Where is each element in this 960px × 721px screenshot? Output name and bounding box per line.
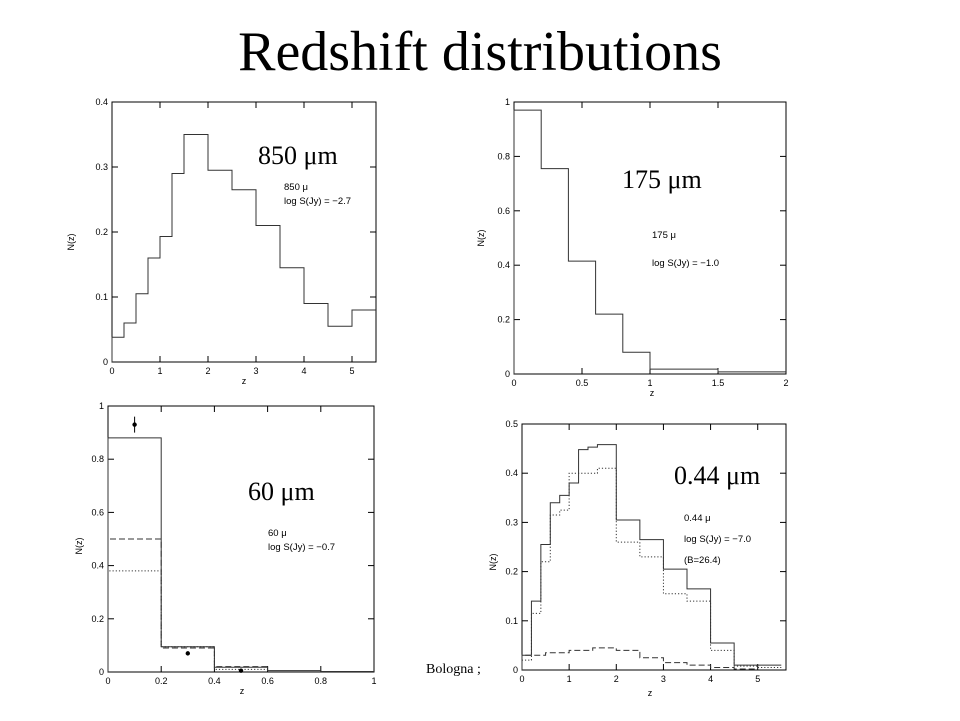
data-point: [238, 668, 244, 673]
x-tick-label: 2: [205, 366, 210, 376]
annotation-text: 60 μ: [268, 528, 287, 539]
wavelength-label: 60 μm: [248, 477, 315, 506]
y-tick-label: 0: [513, 665, 518, 675]
x-tick-label: 0.4: [208, 676, 221, 686]
y-tick-label: 0: [505, 369, 510, 379]
histogram-dashed: [521, 647, 758, 670]
data-point: [132, 422, 137, 427]
x-tick-label: 1: [371, 676, 376, 686]
x-tick-label: 1: [157, 366, 162, 376]
y-tick-label: 0.2: [505, 567, 518, 577]
y-tick-label: 0.6: [497, 206, 510, 216]
x-tick-label: 5: [755, 674, 760, 684]
x-tick-label: 0.6: [261, 676, 274, 686]
data-point: [185, 651, 190, 656]
chart-850um: 0 1 2 3 4 5 0 0.1 0.2 0.3 0.4 z N(z) 850 μ log S(Jy) =…: [66, 92, 388, 397]
y-tick-label: 0.1: [505, 616, 518, 626]
histogram-dotted: [521, 467, 782, 670]
y-tick-label: 0.5: [505, 419, 518, 429]
x-axis-label: z: [240, 686, 245, 696]
y-tick-label: 0.4: [497, 260, 510, 270]
histogram-solid: [111, 134, 376, 362]
x-tick-label: 2: [614, 674, 619, 684]
chart-850um-svg: 0 1 2 3 4 5 0 0.1 0.2 0.3 0.4 z N(z) 850 μ log S(Jy) =…: [66, 97, 377, 386]
annotation-text: log S(Jy) = −0.7: [268, 542, 335, 553]
x-tick-label: 1.5: [712, 378, 725, 388]
y-tick-label: 0.4: [505, 468, 518, 478]
y-tick-label: 0: [99, 667, 104, 677]
footer-text: Bologna ;: [424, 662, 483, 678]
chart-044um: 0 1 2 3 4 5 0 0.1 0.2 0.3 0.4 0.5 z N(z) 0.44 μ log S(J…: [488, 412, 794, 717]
annotation-text: 850 μ: [284, 182, 308, 193]
annotation-text: 175 μ: [652, 230, 676, 241]
annotation-text: (B=26.4): [684, 555, 721, 566]
x-tick-label: 5: [349, 366, 354, 376]
wavelength-label: 850 μm: [258, 141, 338, 170]
x-tick-label: 0: [519, 674, 524, 684]
y-axis-label: N(z): [74, 538, 84, 555]
y-tick-label: 0.6: [91, 507, 104, 517]
y-tick-label: 0: [103, 357, 108, 367]
y-tick-label: 0.3: [505, 517, 518, 527]
y-axis-label: N(z): [488, 554, 498, 571]
x-axis-label: z: [242, 376, 247, 386]
wavelength-label: 175 μm: [622, 165, 702, 194]
y-tick-label: 0.1: [95, 292, 108, 302]
annotation-text: 0.44 μ: [684, 513, 711, 524]
y-tick-label: 0.2: [95, 227, 108, 237]
y-tick-label: 1: [99, 401, 104, 411]
y-tick-label: 0.8: [497, 151, 510, 161]
wavelength-label: 0.44 μm: [674, 461, 760, 490]
y-tick-label: 0.8: [91, 454, 104, 464]
x-axis-label: z: [650, 388, 655, 398]
x-tick-label: 3: [661, 674, 666, 684]
x-tick-label: 0.2: [155, 676, 168, 686]
annotation-text: log S(Jy) = −2.7: [284, 196, 351, 207]
x-tick-label: 1: [567, 674, 572, 684]
histogram-solid: [521, 444, 782, 670]
y-axis-label: N(z): [476, 230, 486, 247]
y-tick-label: 1: [505, 97, 510, 107]
x-tick-label: 4: [708, 674, 713, 684]
plot-frame: [513, 101, 787, 375]
x-tick-label: 0: [511, 378, 516, 388]
histogram-dotted: [107, 570, 268, 672]
x-tick-label: 4: [301, 366, 306, 376]
y-tick-label: 0.2: [91, 614, 104, 624]
y-tick-label: 0.2: [497, 315, 510, 325]
y-tick-label: 0.4: [91, 561, 104, 571]
y-tick-label: 0.3: [95, 162, 108, 172]
chart-175um: 0 0.5 1 1.5 2 0 0.2 0.4 0.6 0.8 1 z N(z) 175 μ log S(J…: [472, 88, 812, 403]
x-tick-label: 3: [253, 366, 258, 376]
histogram-solid: [513, 109, 786, 374]
x-tick-label: 0: [109, 366, 114, 376]
x-tick-label: 0: [105, 676, 110, 686]
x-axis-label: z: [648, 688, 653, 698]
chart-60um: 0 0.2 0.4 0.6 0.8 1 0 0.2 0.4 0.6 0.8 1 z N(z) 60 μ log…: [74, 396, 388, 721]
chart-044um-svg: 0 1 2 3 4 5 0 0.1 0.2 0.3 0.4 0.5 z N(z) 0.44 μ log S(J…: [488, 419, 787, 698]
x-tick-label: 0.8: [315, 676, 328, 686]
annotation-text: log S(Jy) = −1.0: [652, 258, 719, 269]
y-axis-label: N(z): [66, 234, 76, 251]
x-tick-label: 1: [647, 378, 652, 388]
x-tick-label: 0.5: [576, 378, 589, 388]
chart-60um-svg: 0 0.2 0.4 0.6 0.8 1 0 0.2 0.4 0.6 0.8 1 z N(z) 60 μ log…: [74, 401, 377, 696]
plot-frame: [521, 423, 787, 671]
slide-title: Redshift distributions: [238, 21, 722, 83]
x-tick-label: 2: [783, 378, 788, 388]
annotation-text: log S(Jy) = −7.0: [684, 534, 751, 545]
y-tick-label: 0.4: [95, 97, 108, 107]
histogram-solid: [107, 437, 374, 672]
